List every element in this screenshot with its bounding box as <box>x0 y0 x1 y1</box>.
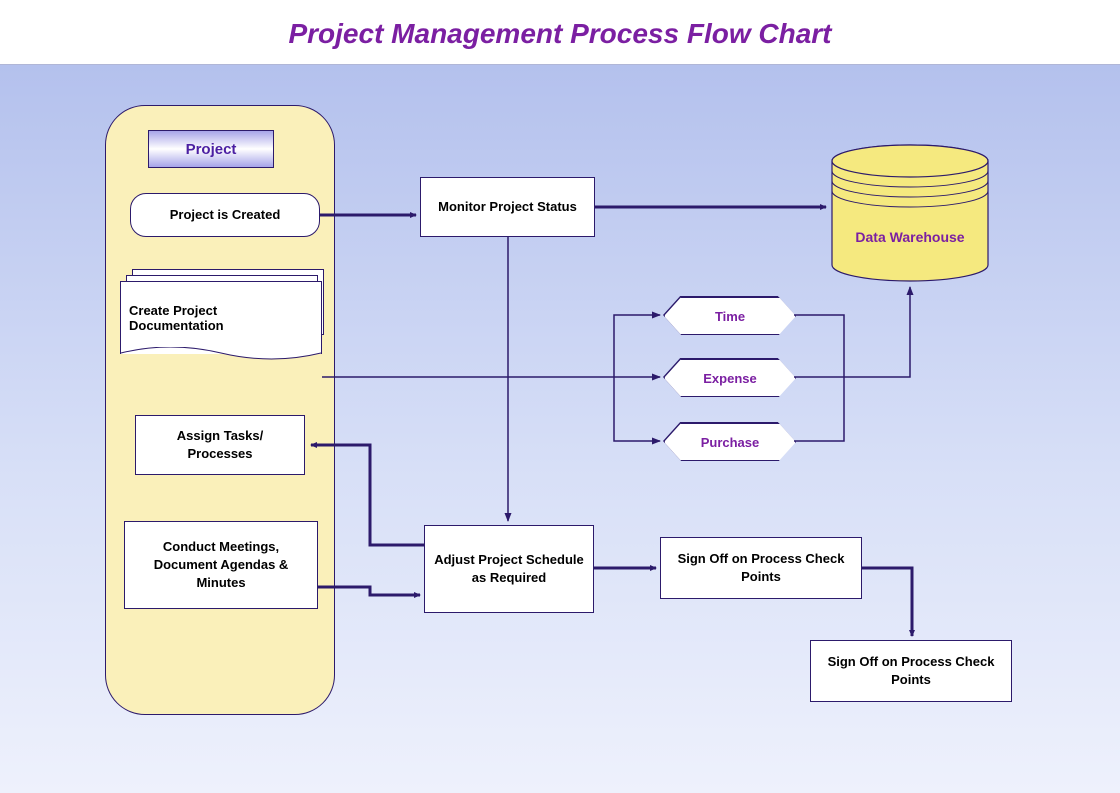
flowchart-canvas: Project Project is Created Create Projec… <box>0 65 1120 793</box>
node-expense: Expense <box>664 359 796 397</box>
doc-wave-icon <box>120 347 322 367</box>
node-signoff-2-label: Sign Off on Process Check Points <box>811 653 1011 689</box>
node-signoff-1: Sign Off on Process Check Points <box>660 537 862 599</box>
node-data-warehouse: Data Warehouse <box>830 213 990 263</box>
node-adjust-schedule-label: Adjust Project Schedule as Required <box>425 551 593 587</box>
node-create-documentation: Create Project Documentation <box>120 281 322 354</box>
node-signoff-1-label: Sign Off on Process Check Points <box>661 550 861 586</box>
node-assign-tasks-label: Assign Tasks/ Processes <box>136 427 304 463</box>
node-time: Time <box>664 297 796 335</box>
node-adjust-schedule: Adjust Project Schedule as Required <box>424 525 594 613</box>
node-create-documentation-label: Create Project Documentation <box>121 303 321 333</box>
node-monitor-status: Monitor Project Status <box>420 177 595 237</box>
node-signoff-2: Sign Off on Process Check Points <box>810 640 1012 702</box>
node-assign-tasks: Assign Tasks/ Processes <box>135 415 305 475</box>
node-conduct-meetings: Conduct Meetings, Document Agendas & Min… <box>124 521 318 609</box>
node-purchase: Purchase <box>664 423 796 461</box>
page-title: Project Management Process Flow Chart <box>0 0 1120 65</box>
node-monitor-status-label: Monitor Project Status <box>430 198 585 216</box>
project-header: Project <box>148 130 274 168</box>
node-conduct-meetings-label: Conduct Meetings, Document Agendas & Min… <box>125 538 317 593</box>
node-project-created: Project is Created <box>130 193 320 237</box>
